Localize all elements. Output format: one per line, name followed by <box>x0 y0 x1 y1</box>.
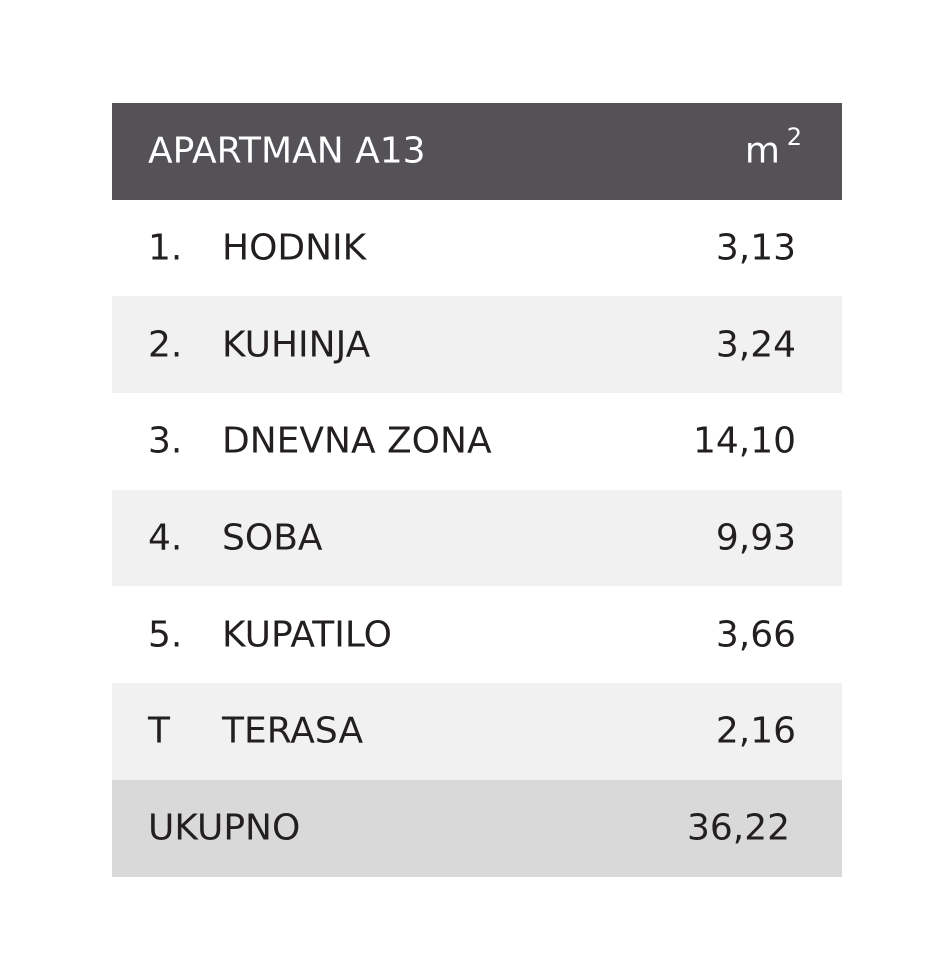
room-name: HODNIK <box>222 227 367 269</box>
total-row: UKUPNO 36,22 <box>112 779 842 877</box>
row-number: 4. <box>148 517 183 559</box>
row-number: 1. <box>148 227 183 269</box>
row-number: 3. <box>148 420 183 462</box>
table-row: T TERASA 2,16 <box>112 683 842 780</box>
room-name: KUPATILO <box>222 614 392 656</box>
room-name: KUHINJA <box>222 324 371 366</box>
table-row: 5. KUPATILO 3,66 <box>112 586 842 683</box>
table-row: 4. SOBA 9,93 <box>112 489 842 587</box>
table-row: 1. HODNIK 3,13 <box>112 200 842 297</box>
area-table: APARTMAN A13 m 2 1. HODNIK 3,13 2. KUHINJA 3,… <box>112 103 842 877</box>
room-area: 3,66 <box>715 614 796 656</box>
total-label: UKUPNO <box>148 807 301 849</box>
table-row: 2. KUHINJA 3,24 <box>112 296 842 394</box>
room-name: TERASA <box>222 710 364 752</box>
total-value: 36,22 <box>686 807 790 849</box>
room-area: 9,93 <box>715 517 796 559</box>
unit-exponent: 2 <box>786 123 802 152</box>
header-row: APARTMAN A13 m 2 <box>112 103 842 200</box>
room-area: 2,16 <box>715 710 796 752</box>
room-area: 3,13 <box>715 227 796 269</box>
room-area: 3,24 <box>715 324 796 366</box>
table-row: 3. DNEVNA ZONA 14,10 <box>112 393 842 490</box>
row-number: 2. <box>148 324 183 366</box>
table-title: APARTMAN A13 <box>148 130 426 172</box>
room-name: SOBA <box>222 517 323 559</box>
row-number: 5. <box>148 614 183 656</box>
room-name: DNEVNA ZONA <box>222 420 492 462</box>
room-area: 14,10 <box>692 420 796 462</box>
unit: m <box>744 130 780 172</box>
row-number: T <box>148 710 170 752</box>
